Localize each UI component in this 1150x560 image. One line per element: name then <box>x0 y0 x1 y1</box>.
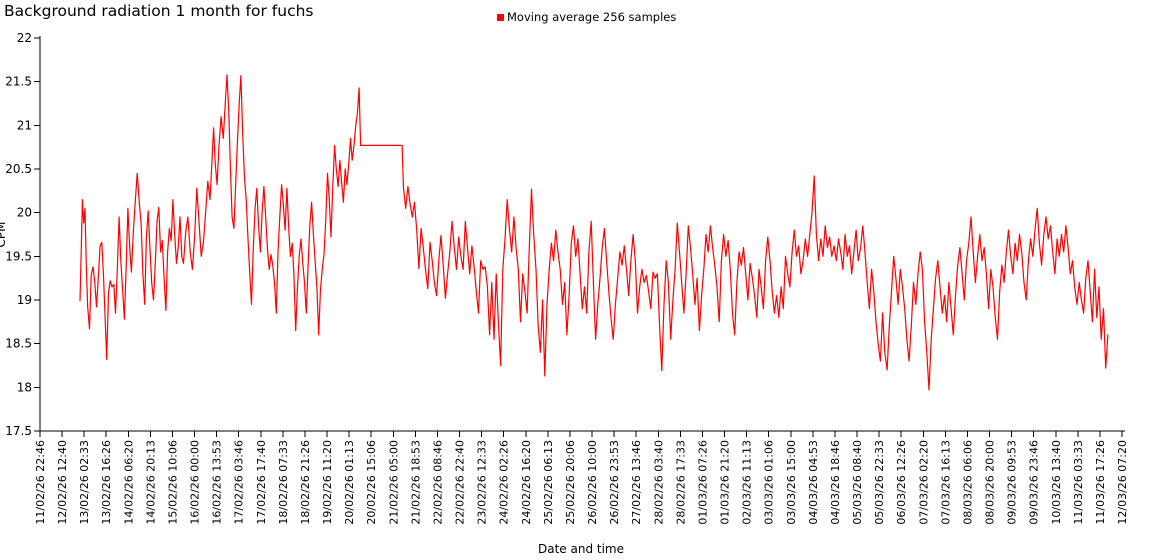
x-tick-label: 12/02/26 12:40 <box>56 440 69 525</box>
x-tick-label: 10/03/26 13:40 <box>1050 440 1063 525</box>
x-tick-label: 09/03/26 23:46 <box>1028 440 1041 525</box>
x-tick-label: 11/03/26 17:26 <box>1094 440 1107 525</box>
x-tick-label: 26/02/26 10:00 <box>586 440 599 525</box>
x-tick-label: 12/03/26 07:20 <box>1116 440 1129 525</box>
x-tick-label: 04/03/26 04:53 <box>807 440 820 525</box>
x-tick-label: 08/03/26 06:06 <box>961 440 974 525</box>
x-tick-label: 24/02/26 02:26 <box>498 440 511 525</box>
x-tick-label: 25/02/26 06:13 <box>542 440 555 525</box>
x-tick-label: 07/03/26 16:13 <box>939 440 952 525</box>
x-tick-label: 20/02/26 01:13 <box>343 440 356 525</box>
y-tick-label: 19.5 <box>5 249 32 263</box>
x-tick-label: 20/02/26 15:06 <box>365 440 378 525</box>
axes <box>39 36 1125 432</box>
x-tick-label: 05/03/26 08:40 <box>851 440 864 525</box>
x-tick-label: 11/03/26 03:33 <box>1072 440 1085 525</box>
x-tick-label: 28/02/26 03:40 <box>652 440 665 525</box>
x-tick-label: 28/02/26 17:33 <box>674 440 687 525</box>
x-tick-label: 07/03/26 02:20 <box>917 440 930 525</box>
y-tick-label: 20.5 <box>5 162 32 176</box>
x-tick-label: 18/02/26 07:33 <box>277 440 290 525</box>
x-tick-label: 17/02/26 17:40 <box>255 440 268 525</box>
x-tick-label: 05/03/26 22:33 <box>873 440 886 525</box>
x-tick-label: 09/03/26 09:53 <box>1006 440 1019 525</box>
y-tick-label: 19 <box>17 293 32 307</box>
y-tick-label: 18 <box>17 380 32 394</box>
y-tick-label: 21 <box>17 118 32 132</box>
x-tick-label: 23/02/26 12:33 <box>476 440 489 525</box>
y-tick-label: 22 <box>17 31 32 45</box>
x-tick-label: 08/03/26 20:00 <box>984 440 997 525</box>
x-tick-label: 13/02/26 02:33 <box>78 440 91 525</box>
legend-marker-icon <box>497 13 504 21</box>
x-tick-label: 14/02/26 20:13 <box>144 440 157 525</box>
x-tick-label: 04/03/26 18:46 <box>829 440 842 525</box>
x-tick-label: 27/02/26 13:46 <box>630 440 643 525</box>
x-tick-label: 14/02/26 06:20 <box>122 440 135 525</box>
x-tick-label: 21/02/26 18:53 <box>409 440 422 525</box>
x-tick-label: 03/03/26 01:06 <box>763 440 776 525</box>
x-tick-label: 01/03/26 21:20 <box>719 440 732 525</box>
x-tick-label: 17/02/26 03:46 <box>233 440 246 525</box>
x-tick-label: 11/02/26 22:46 <box>34 440 47 525</box>
y-ticks: 17.5 18 18.5 19 19.5 20 20.5 21 21.5 22 <box>5 31 40 438</box>
x-axis-title: Date and time <box>538 542 624 556</box>
legend: Moving average 256 samples <box>497 10 676 24</box>
x-tick-label: 21/02/26 05:00 <box>387 440 400 525</box>
y-tick-label: 18.5 <box>5 337 32 351</box>
x-tick-label: 26/02/26 23:53 <box>608 440 621 525</box>
x-tick-label: 16/02/26 13:53 <box>211 440 224 525</box>
x-tick-label: 02/03/26 11:13 <box>741 440 754 525</box>
y-axis-title: CPM <box>0 222 8 248</box>
x-ticks: 11/02/26 22:46 12/02/26 12:40 13/02/26 02:… <box>34 431 1129 525</box>
x-tick-label: 06/03/26 12:26 <box>895 440 908 525</box>
x-tick-label: 25/02/26 20:06 <box>564 440 577 525</box>
x-tick-label: 19/02/26 11:20 <box>321 440 334 525</box>
x-tick-label: 13/02/26 16:26 <box>100 440 113 525</box>
x-tick-label: 24/02/26 16:20 <box>520 440 533 525</box>
x-tick-label: 22/02/26 08:46 <box>431 440 444 525</box>
x-tick-label: 22/02/26 22:40 <box>454 440 467 525</box>
x-tick-label: 01/03/26 07:26 <box>696 440 709 525</box>
y-tick-label: 21.5 <box>5 75 32 89</box>
y-tick-label: 17.5 <box>5 424 32 438</box>
x-tick-label: 03/03/26 15:00 <box>785 440 798 525</box>
x-tick-label: 18/02/26 21:26 <box>299 440 312 525</box>
y-tick-label: 20 <box>17 206 32 220</box>
legend-label: Moving average 256 samples <box>507 10 677 24</box>
x-tick-label: 15/02/26 10:06 <box>166 440 179 525</box>
x-tick-label: 16/02/26 00:00 <box>189 440 202 525</box>
data-line <box>79 74 1109 391</box>
chart-title: Background radiation 1 month for fuchs <box>4 2 314 20</box>
